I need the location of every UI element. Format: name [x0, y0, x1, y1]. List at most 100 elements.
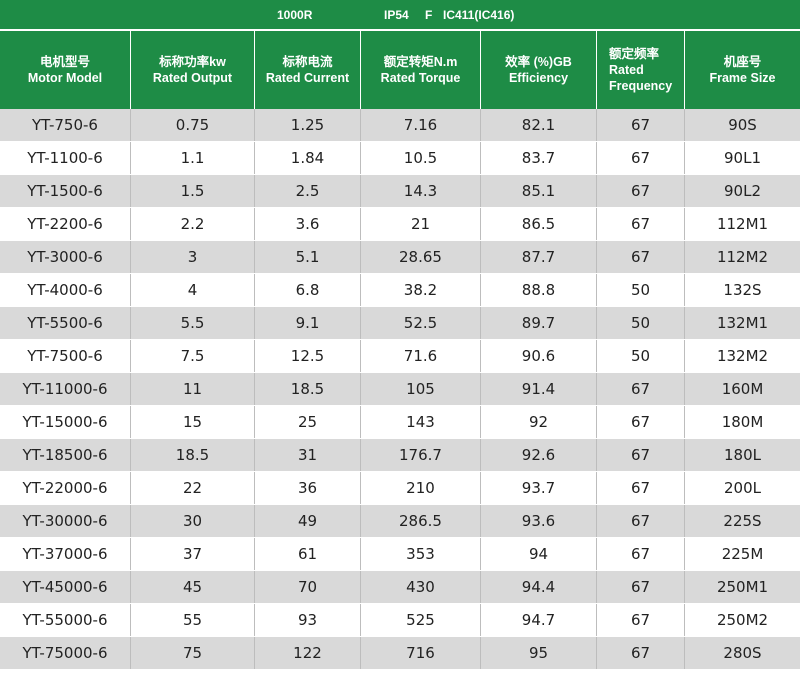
insulation-label: F: [425, 8, 433, 22]
rated-current-cell: 93: [254, 604, 360, 636]
table-row: YT-1100-6 1.1 1.84 10.5 83.7 67 90L1: [0, 142, 800, 175]
table-body: YT-750-6 0.75 1.25 7.16 82.1 67 90S YT-1100-6 1.…: [0, 109, 800, 670]
frame-size-cell: 160M: [684, 373, 800, 405]
column-header-rated-current: 标称电流 Rated Current: [254, 31, 360, 109]
frame-size-cell: 90S: [684, 109, 800, 141]
column-header-en: Rated Torque: [380, 71, 461, 85]
rated-torque-cell: 176.7: [360, 439, 480, 471]
rated-current-cell: 1.84: [254, 142, 360, 174]
efficiency-cell: 94: [480, 538, 596, 570]
motor-model-cell: YT-2200-6: [27, 215, 103, 233]
efficiency-cell: 90.6: [480, 340, 596, 372]
rated-current-cell: 18.5: [254, 373, 360, 405]
rated-current-cell: 36: [254, 472, 360, 504]
rated-current-cell: 3.6: [254, 208, 360, 240]
frame-size-cell: 112M1: [684, 208, 800, 240]
rated-current-cell: 70: [254, 571, 360, 603]
efficiency-cell: 92: [480, 406, 596, 438]
rated-torque-cell: 143: [360, 406, 480, 438]
efficiency-cell: 93.6: [480, 505, 596, 537]
rated-frequency-cell: 67: [596, 439, 684, 471]
efficiency-cell: 89.7: [480, 307, 596, 339]
frame-size-cell: 90L1: [684, 142, 800, 174]
table-row: YT-30000-6 30 49 286.5 93.6 67 225S: [0, 505, 800, 538]
rated-torque-cell: 716: [360, 637, 480, 669]
efficiency-cell: 92.6: [480, 439, 596, 471]
column-header-en: Frame Size: [709, 71, 776, 85]
table-row: YT-37000-6 37 61 353 94 67 225M: [0, 538, 800, 571]
rated-output-cell: 45: [130, 571, 254, 603]
motor-model-cell: YT-55000-6: [22, 611, 108, 629]
rated-frequency-cell: 67: [596, 637, 684, 669]
rated-output-cell: 1.5: [130, 175, 254, 207]
rated-current-cell: 25: [254, 406, 360, 438]
rated-torque-cell: 71.6: [360, 340, 480, 372]
motor-model-cell: YT-75000-6: [22, 644, 108, 662]
efficiency-cell: 88.8: [480, 274, 596, 306]
efficiency-cell: 94.7: [480, 604, 596, 636]
efficiency-cell: 82.1: [480, 109, 596, 141]
rated-current-cell: 49: [254, 505, 360, 537]
protection-label: IP54: [384, 8, 409, 22]
motor-model-cell: YT-11000-6: [22, 380, 108, 398]
rated-output-cell: 2.2: [130, 208, 254, 240]
rated-frequency-cell: 67: [596, 241, 684, 273]
table-row: YT-75000-6 75 122 716 95 67 280S: [0, 637, 800, 670]
rated-output-cell: 3: [130, 241, 254, 273]
motor-model-cell: YT-1100-6: [27, 149, 103, 167]
column-header-zh: 标称电流: [282, 55, 333, 69]
rated-output-cell: 30: [130, 505, 254, 537]
motor-model-cell: YT-3000-6: [27, 248, 103, 266]
efficiency-cell: 94.4: [480, 571, 596, 603]
efficiency-cell: 95: [480, 637, 596, 669]
rated-torque-cell: 21: [360, 208, 480, 240]
rated-output-cell: 22: [130, 472, 254, 504]
rated-current-cell: 2.5: [254, 175, 360, 207]
rated-frequency-cell: 67: [596, 505, 684, 537]
table-row: YT-15000-6 15 25 143 92 67 180M: [0, 406, 800, 439]
rated-frequency-cell: 67: [596, 109, 684, 141]
rated-current-cell: 61: [254, 538, 360, 570]
rated-frequency-cell: 50: [596, 307, 684, 339]
motor-model-cell: YT-22000-6: [22, 479, 108, 497]
rated-current-cell: 5.1: [254, 241, 360, 273]
column-header-rated-output: 标称功率kw Rated Output: [130, 31, 254, 109]
column-header-rated-torque: 额定转矩N.m Rated Torque: [360, 31, 480, 109]
motor-model-cell: YT-750-6: [32, 116, 98, 134]
rated-frequency-cell: 67: [596, 472, 684, 504]
rated-torque-cell: 52.5: [360, 307, 480, 339]
rated-output-cell: 37: [130, 538, 254, 570]
motor-model-cell: YT-4000-6: [27, 281, 103, 299]
rated-output-cell: 75: [130, 637, 254, 669]
frame-size-cell: 112M2: [684, 241, 800, 273]
table-row: YT-55000-6 55 93 525 94.7 67 250M2: [0, 604, 800, 637]
rated-current-cell: 1.25: [254, 109, 360, 141]
table-row: YT-4000-6 4 6.8 38.2 88.8 50 132S: [0, 274, 800, 307]
rated-frequency-cell: 67: [596, 571, 684, 603]
column-header-zh: 电机型号: [39, 55, 90, 69]
rated-frequency-cell: 67: [596, 538, 684, 570]
frame-size-cell: 250M1: [684, 571, 800, 603]
frame-size-cell: 132M2: [684, 340, 800, 372]
efficiency-cell: 93.7: [480, 472, 596, 504]
frame-size-cell: 225M: [684, 538, 800, 570]
motor-model-cell: YT-18500-6: [22, 446, 108, 464]
efficiency-cell: 83.7: [480, 142, 596, 174]
rated-torque-cell: 105: [360, 373, 480, 405]
rated-frequency-cell: 50: [596, 274, 684, 306]
rated-torque-cell: 210: [360, 472, 480, 504]
motor-model-cell: YT-45000-6: [22, 578, 108, 596]
rated-torque-cell: 353: [360, 538, 480, 570]
table-row: YT-750-6 0.75 1.25 7.16 82.1 67 90S: [0, 109, 800, 142]
motor-model-cell: YT-37000-6: [22, 545, 108, 563]
column-header-en: Rated Output: [152, 71, 233, 85]
rated-torque-cell: 28.65: [360, 241, 480, 273]
frame-size-cell: 225S: [684, 505, 800, 537]
rated-output-cell: 18.5: [130, 439, 254, 471]
table-row: YT-3000-6 3 5.1 28.65 87.7 67 112M2: [0, 241, 800, 274]
table-row: YT-1500-6 1.5 2.5 14.3 85.1 67 90L2: [0, 175, 800, 208]
table-row: YT-45000-6 45 70 430 94.4 67 250M1: [0, 571, 800, 604]
rated-current-cell: 12.5: [254, 340, 360, 372]
rated-output-cell: 11: [130, 373, 254, 405]
rated-frequency-cell: 67: [596, 604, 684, 636]
